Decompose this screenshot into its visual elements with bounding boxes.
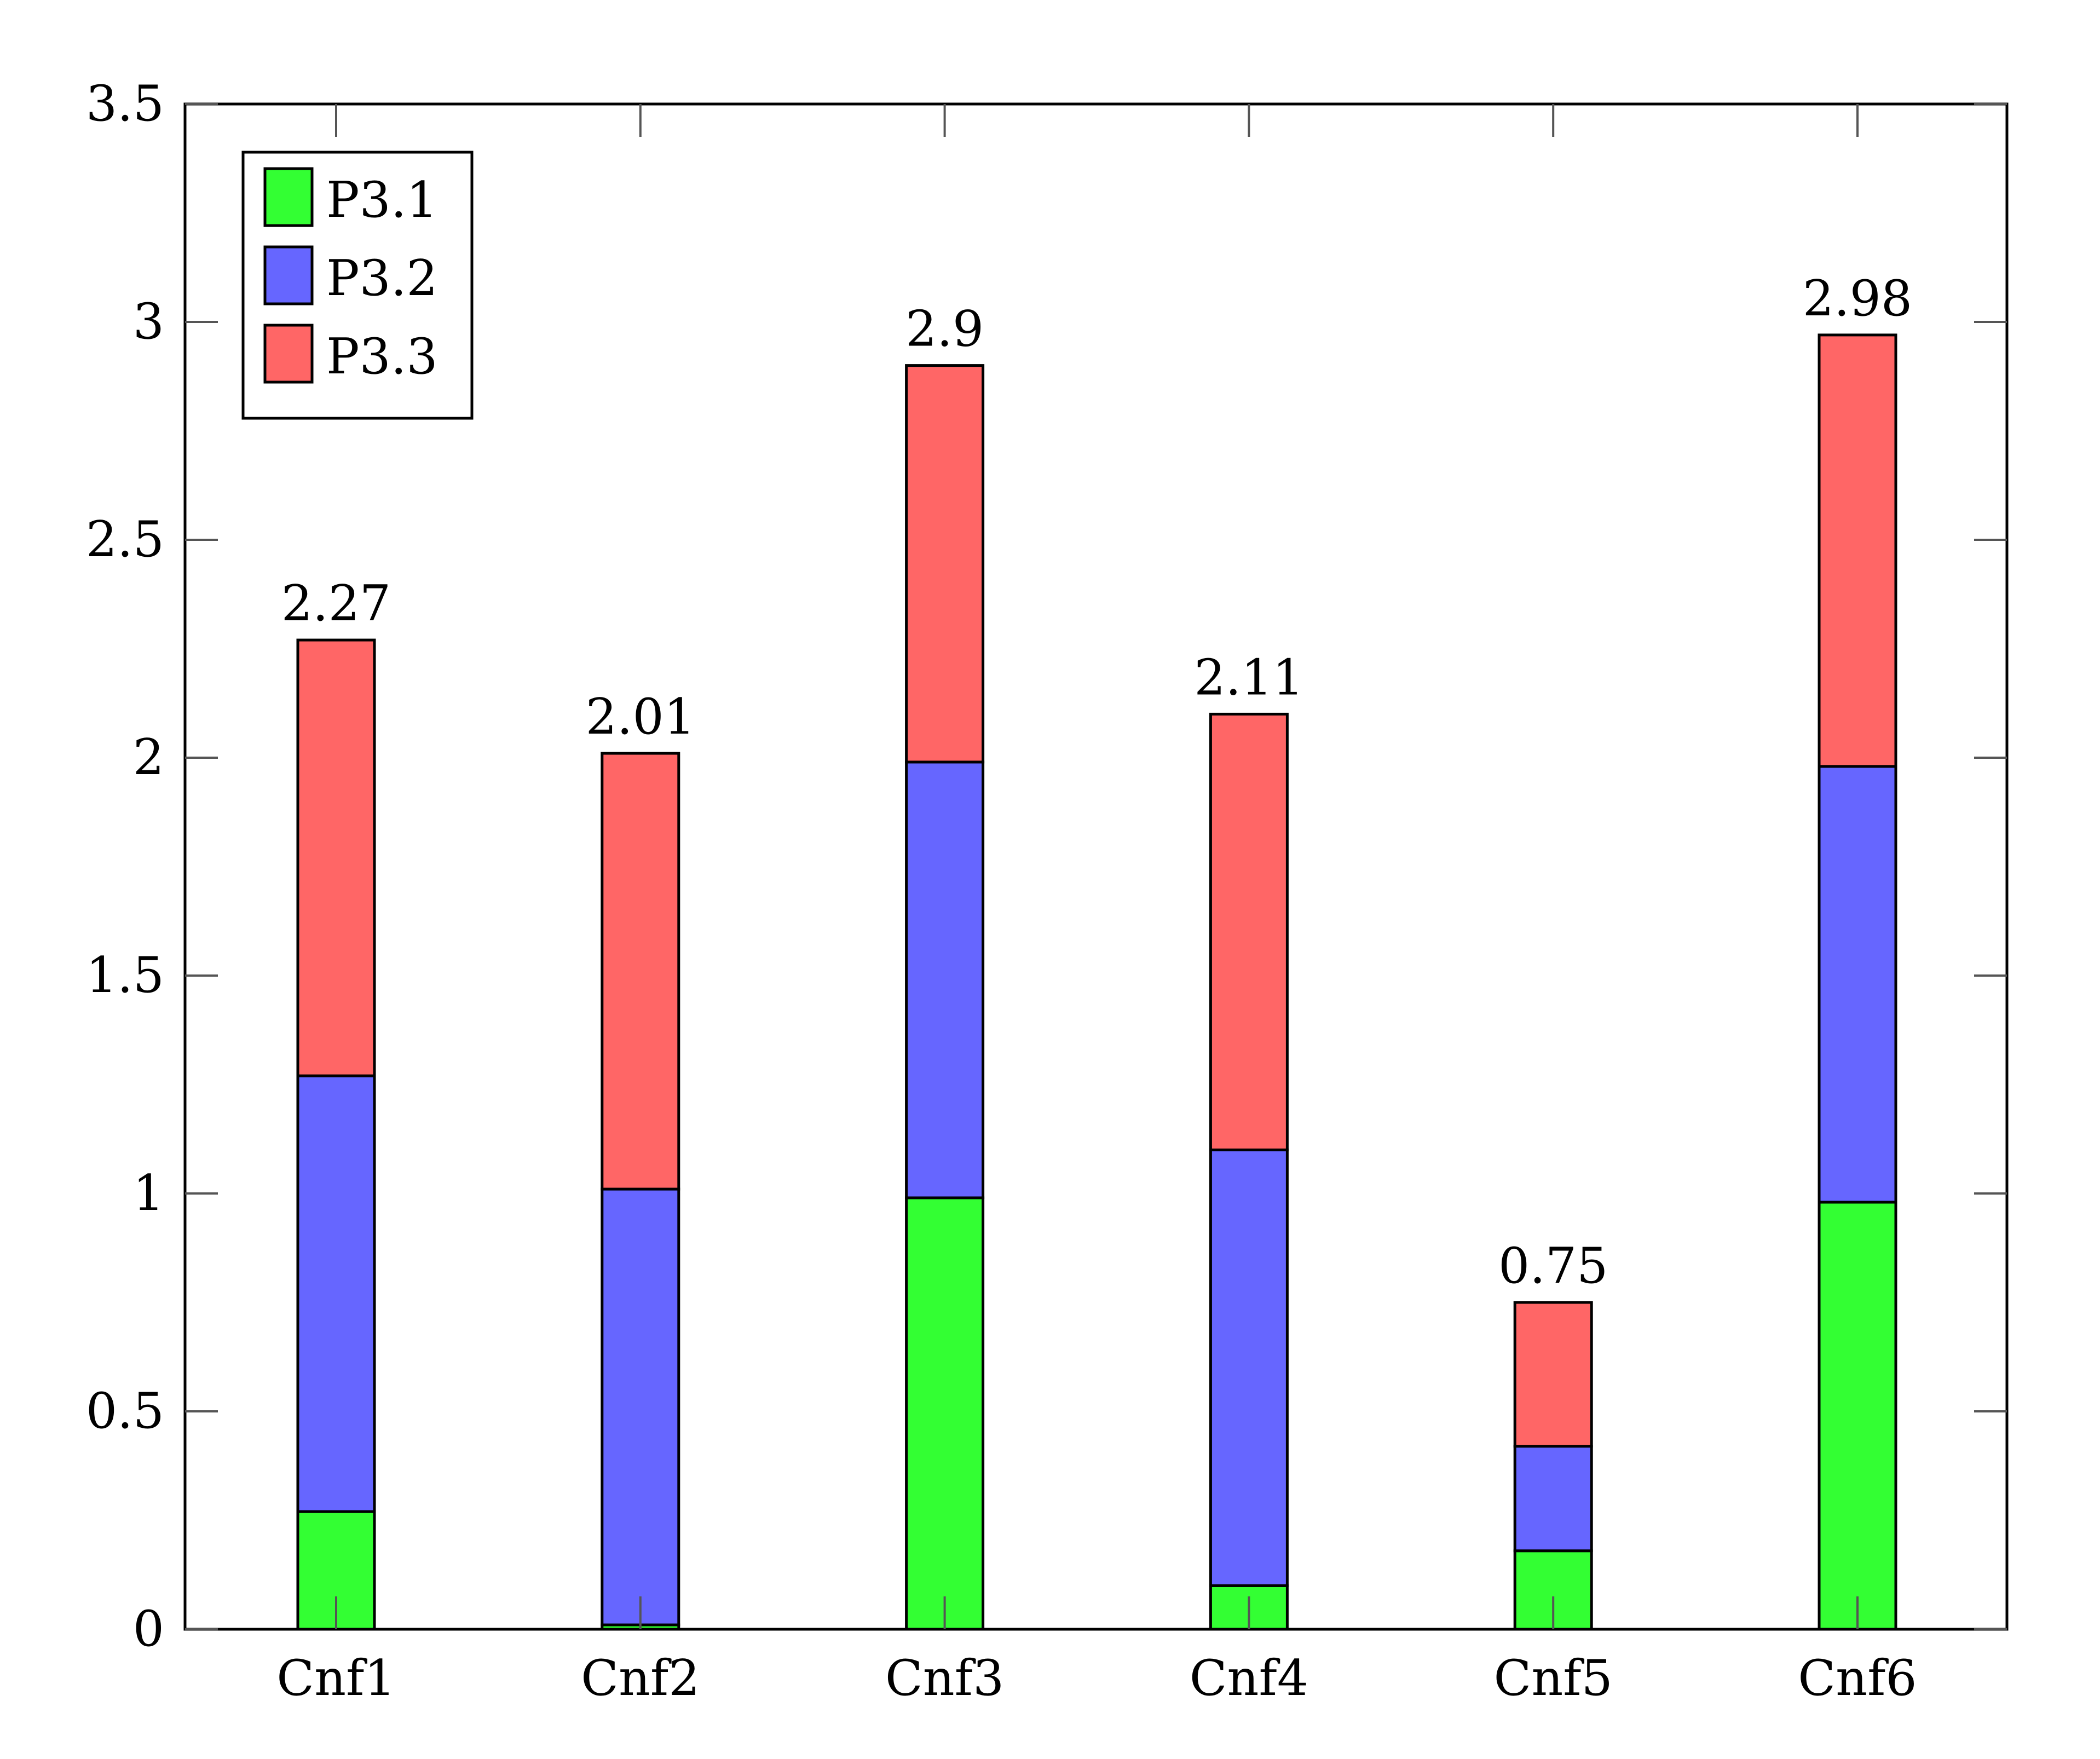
y-tick-label: 1 — [133, 1164, 164, 1222]
total-label-cnf5: 0.75 — [1498, 1237, 1608, 1295]
bar-segment-cnf6-p3-3 — [1818, 333, 1897, 768]
bar-segment-cnf4-p3-2 — [1209, 1148, 1289, 1587]
bar-segment-cnf5-p3-2 — [1513, 1445, 1593, 1553]
x-tick-label-cnf4: Cnf4 — [1190, 1650, 1308, 1707]
labels-layer: 2.27 2.01 2.9 2.11 0.75 2.98 — [281, 270, 1912, 1295]
plot-frame — [183, 102, 2009, 1631]
legend-label-p3-2: P3.2 — [326, 250, 438, 307]
total-label-cnf6: 2.98 — [1803, 270, 1912, 327]
legend: P3.1 P3.2 P3.3 — [241, 151, 474, 420]
bar-segment-cnf2-p3-3 — [601, 752, 680, 1191]
bar-segment-cnf3-p3-1 — [905, 1196, 985, 1631]
bars-layer — [296, 333, 1897, 1631]
x-tick-label-cnf6: Cnf6 — [1798, 1650, 1917, 1707]
bar-segment-cnf6-p3-2 — [1818, 765, 1897, 1204]
bar-segment-cnf1-p3-2 — [296, 1074, 376, 1513]
legend-label-p3-3: P3.3 — [326, 328, 438, 385]
total-label-cnf4: 2.11 — [1194, 649, 1303, 706]
axes-layer: 0 0.5 1 1.5 2 2.5 3 3.5 Cnf1 Cnf2 Cnf3 Cnf4 Cnf5 Cnf6 — [86, 75, 2009, 1707]
legend-label-p3-1: P3.1 — [326, 171, 438, 229]
total-label-cnf1: 2.27 — [281, 575, 391, 632]
x-tick-label-cnf5: Cnf5 — [1493, 1650, 1612, 1707]
legend-swatch-p3-2 — [263, 245, 314, 305]
y-tick-label: 0.5 — [86, 1382, 164, 1440]
bar-segment-cnf5-p3-3 — [1513, 1301, 1593, 1448]
x-tick-label-cnf3: Cnf3 — [885, 1650, 1004, 1707]
bar-segment-cnf2-p3-2 — [601, 1187, 680, 1627]
bar-segment-cnf3-p3-3 — [905, 364, 985, 764]
x-tick-label-cnf1: Cnf1 — [276, 1650, 395, 1707]
bar-segment-cnf6-p3-1 — [1818, 1201, 1897, 1631]
y-tick-label: 2 — [133, 729, 164, 786]
bar-segment-cnf4-p3-3 — [1209, 712, 1289, 1151]
y-tick-label: 0 — [133, 1600, 164, 1658]
y-tick-label: 2.5 — [86, 511, 164, 568]
legend-swatch-p3-3 — [263, 324, 314, 384]
legend-swatch-p3-1 — [263, 167, 314, 227]
bar-segment-cnf1-p3-3 — [296, 638, 376, 1077]
y-tick-label: 1.5 — [86, 947, 164, 1004]
y-tick-label: 3 — [133, 293, 164, 350]
total-label-cnf2: 2.01 — [586, 688, 695, 746]
total-label-cnf3: 2.9 — [905, 301, 984, 358]
x-tick-label-cnf2: Cnf2 — [581, 1650, 700, 1707]
y-tick-label: 3.5 — [86, 75, 164, 132]
bar-segment-cnf3-p3-2 — [905, 760, 985, 1199]
